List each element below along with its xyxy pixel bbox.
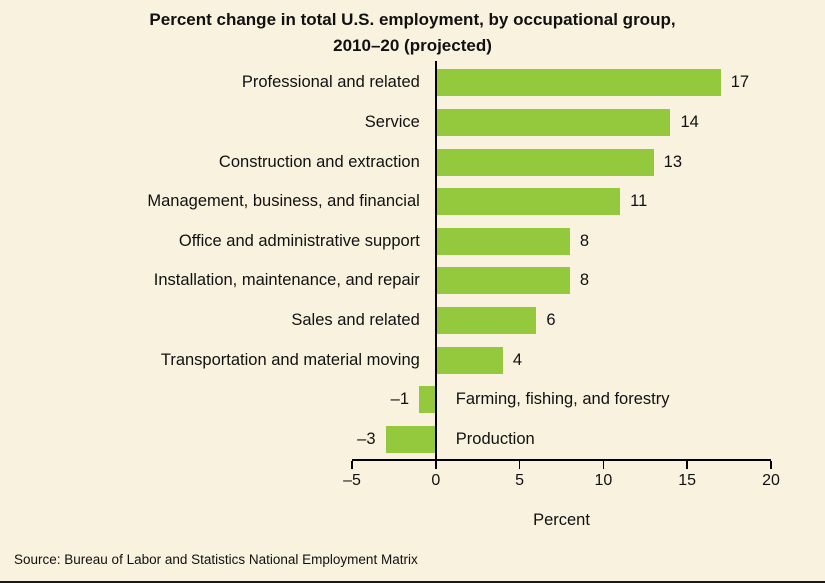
category-label: Management, business, and financial — [147, 192, 420, 211]
value-label: 4 — [512, 350, 523, 369]
x-tick-label: 10 — [594, 472, 613, 489]
bar — [435, 108, 671, 136]
x-tick-mark — [602, 460, 605, 469]
value-label: 8 — [579, 271, 590, 290]
bar — [435, 306, 537, 334]
category-label: Sales and related — [291, 310, 420, 329]
bar — [419, 386, 436, 414]
source-note: Source: Bureau of Labor and Statistics N… — [14, 552, 418, 567]
bar — [435, 188, 621, 216]
bar — [435, 69, 721, 97]
x-tick-mark — [351, 460, 353, 469]
category-label: Production — [455, 429, 535, 448]
value-label: 11 — [630, 192, 648, 211]
bar — [435, 227, 570, 255]
bar — [385, 425, 436, 453]
category-label: Service — [364, 112, 420, 131]
bar — [435, 267, 570, 295]
x-tick-mark — [518, 460, 521, 469]
category-label: Installation, maintenance, and repair — [153, 271, 420, 290]
category-label: Office and administrative support — [178, 231, 420, 250]
zero-baseline — [435, 61, 437, 459]
x-tick-mark — [770, 460, 772, 469]
x-tick-label: 0 — [431, 472, 441, 489]
category-label: Construction and extraction — [218, 152, 420, 171]
bar — [435, 346, 503, 374]
x-axis-line — [352, 459, 771, 461]
value-label: 13 — [663, 152, 683, 171]
category-label: Professional and related — [241, 73, 420, 92]
x-tick-label: 15 — [678, 472, 697, 489]
x-tick-label: 20 — [762, 472, 780, 489]
x-tick-label: 5 — [515, 472, 525, 489]
x-tick-mark — [686, 460, 688, 469]
value-label: 17 — [730, 73, 750, 92]
value-label: 6 — [546, 310, 556, 329]
value-label: 8 — [579, 231, 590, 250]
x-tick-label: –5 — [343, 472, 361, 489]
bar — [435, 148, 654, 176]
x-axis-title: Percent — [533, 511, 590, 529]
category-label: Transportation and material moving — [160, 350, 420, 369]
value-label: 14 — [680, 112, 699, 131]
value-label: –3 — [357, 429, 376, 448]
value-label: –1 — [390, 390, 410, 409]
x-tick-mark — [435, 460, 437, 469]
chart-title: Percent change in total U.S. employment,… — [149, 10, 676, 55]
category-label: Farming, fishing, and forestry — [455, 390, 670, 409]
